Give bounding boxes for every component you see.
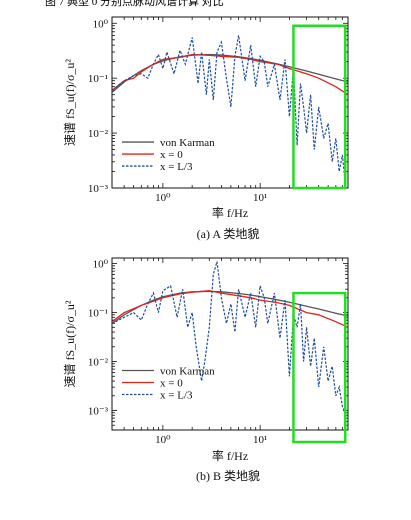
legend-label: von Karman — [160, 366, 215, 378]
y-axis-label: 速谱 fS_u(f)/σ_u² — [63, 300, 77, 387]
top-caption-fragment: 图 7 典型 0 分别点脉动风谱计算 对比 — [45, 0, 224, 8]
plot-frame — [111, 257, 349, 431]
y-tick-label: 10⁰ — [93, 259, 109, 271]
y-axis-label: 速谱 fS_u(f)/σ_u² — [63, 59, 77, 146]
panel-caption: (a) A 类地貌 — [197, 226, 260, 241]
y-tick-label: 10⁰ — [93, 18, 109, 30]
legend-label: x = 0 — [160, 149, 183, 161]
y-tick-label: 10⁻² — [88, 357, 109, 369]
plot-area — [112, 261, 348, 414]
plot-area — [112, 35, 348, 184]
y-tick-label: 10⁻¹ — [88, 308, 108, 320]
x-axis-label: 率 f/Hz — [212, 448, 248, 463]
series-line-x-0 — [112, 53, 348, 96]
y-tick-label: 10⁻² — [88, 128, 109, 140]
chart-panel-a: 10⁰ 10¹ 10⁰ 10⁻¹ 10⁻² 10⁻³ 率 f/Hz 速谱 fS_u(f)/σ_… — [63, 16, 349, 241]
legend-label: von Karman — [160, 137, 215, 149]
y-tick-label: 10⁻³ — [88, 183, 109, 195]
legend-label: x = L/3 — [160, 390, 193, 402]
y-tick-label: 10⁻³ — [88, 406, 109, 418]
panel-caption: (b) B 类地貌 — [196, 468, 260, 483]
x-tick-label: 10¹ — [253, 192, 267, 204]
chart-panel-b: 10⁰ 10¹ 10⁰ 10⁻¹ 10⁻² 10⁻³ 率 f/Hz 速谱 fS_u(f)/σ_… — [63, 257, 349, 483]
legend-label: x = 0 — [160, 378, 183, 390]
highlight-box — [292, 24, 347, 190]
highlight-box — [292, 291, 347, 444]
x-tick-label: 10⁰ — [155, 192, 171, 204]
legend-label: x = L/3 — [160, 161, 193, 173]
x-tick-label: 10⁰ — [155, 434, 171, 446]
plot-frame — [111, 16, 349, 189]
series-line-x-l-3 — [112, 261, 346, 414]
series-line-von-karman — [112, 290, 348, 324]
series-line-x-l-3 — [112, 35, 346, 184]
y-tick-label: 10⁻¹ — [88, 73, 108, 85]
series-line-von-karman — [112, 53, 348, 93]
x-axis-label: 率 f/Hz — [212, 205, 248, 220]
x-tick-label: 10¹ — [253, 434, 267, 446]
